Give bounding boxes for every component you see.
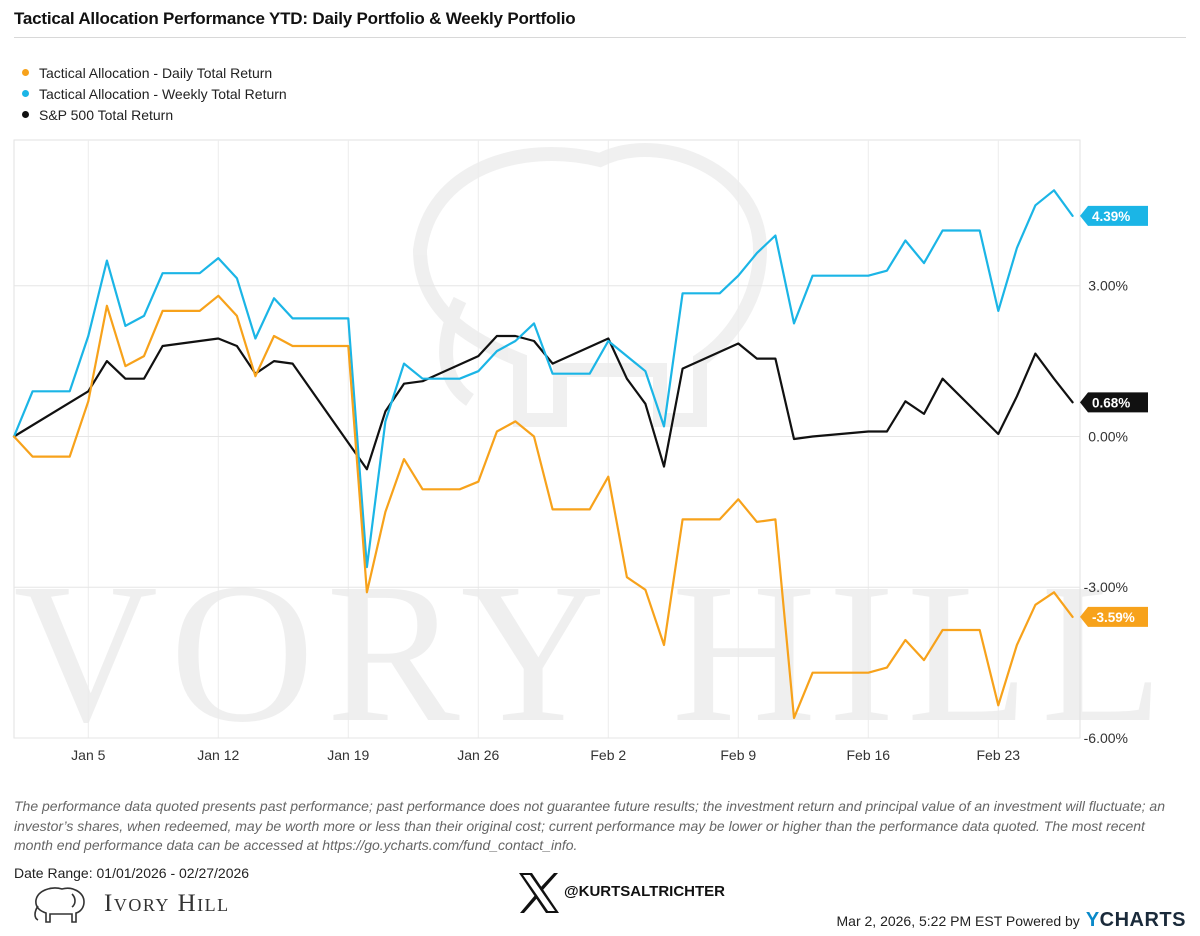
- brand-name: Ivory Hill: [104, 890, 230, 917]
- legend: Tactical Allocation - Daily Total Return…: [22, 62, 287, 125]
- svg-text:IVORY HILL: IVORY HILL: [0, 543, 1175, 764]
- legend-item-daily[interactable]: Tactical Allocation - Daily Total Return: [22, 62, 287, 83]
- x-tick-label: Feb 2: [590, 747, 626, 763]
- social-handle[interactable]: @KURTSALTRICHTER: [564, 883, 726, 900]
- legend-dot-daily: [22, 69, 29, 76]
- series-line-1: [12, 189, 1074, 569]
- x-tick-label: Jan 26: [457, 747, 499, 763]
- title-divider: [14, 37, 1186, 38]
- legend-dot-weekly: [22, 90, 29, 97]
- y-tick-label: -6.00%: [1084, 730, 1128, 746]
- end-label-sp500: 0.68%: [1092, 395, 1130, 410]
- legend-item-sp500[interactable]: S&P 500 Total Return: [22, 104, 287, 125]
- y-tick-label: -3.00%: [1084, 579, 1128, 595]
- legend-dot-sp500: [22, 111, 29, 118]
- end-label-daily: -3.59%: [1092, 610, 1135, 625]
- x-tick-label: Feb 9: [720, 747, 756, 763]
- x-tick-label: Jan 19: [327, 747, 369, 763]
- axes: Jan 5 Jan 12 Jan 19 Jan 26 Feb 2 Feb 9 Feb 16 F…: [71, 278, 1128, 763]
- footer-timestamp: Mar 2, 2026, 5:22 PM EST Powered by: [836, 912, 1080, 929]
- legend-label-weekly: Tactical Allocation - Weekly Total Retur…: [39, 85, 287, 102]
- x-tick-label: Feb 23: [976, 747, 1020, 763]
- elephant-watermark-icon: [412, 143, 768, 427]
- x-tick-label: Feb 16: [846, 747, 890, 763]
- footer-credit: Mar 2, 2026, 5:22 PM EST Powered by YCHA…: [837, 909, 1187, 932]
- line-chart[interactable]: IVORY HILL Jan 5 Jan 12 Jan 19 Jan 26 Feb 2 F…: [0, 0, 1200, 800]
- elephant-icon: [34, 887, 85, 923]
- x-tick-label: Jan 5: [71, 747, 105, 763]
- grid: [13, 139, 1081, 739]
- chart-title: Tactical Allocation Performance YTD: Dai…: [14, 9, 576, 28]
- watermark: IVORY HILL: [0, 143, 1175, 764]
- end-label-sp500-bg: [1080, 392, 1148, 413]
- y-tick-label: 0.00%: [1088, 428, 1128, 444]
- legend-label-sp500: S&P 500 Total Return: [39, 106, 174, 123]
- end-label-daily-bg: [1080, 606, 1148, 627]
- ycharts-logo[interactable]: YCHARTS: [1086, 909, 1186, 932]
- legend-item-weekly[interactable]: Tactical Allocation - Weekly Total Retur…: [22, 83, 287, 104]
- x-tick-label: Jan 12: [197, 747, 239, 763]
- end-label-weekly-bg: [1080, 205, 1148, 226]
- x-logo-icon[interactable]: [516, 870, 562, 916]
- legend-label-daily: Tactical Allocation - Daily Total Return: [39, 64, 273, 81]
- series-line-2: [12, 334, 1074, 471]
- date-range: Date Range: 01/01/2026 - 02/27/2026: [14, 865, 250, 881]
- end-labels: 4.39% 0.68% -3.59%: [1080, 205, 1148, 627]
- series-group: [12, 189, 1074, 719]
- end-label-weekly: 4.39%: [1092, 209, 1130, 224]
- ycharts-logo-y: Y: [1085, 909, 1100, 931]
- series-line-0: [12, 294, 1074, 719]
- disclaimer: The performance data quoted presents pas…: [14, 798, 1165, 853]
- ycharts-logo-rest: CHARTS: [1099, 909, 1186, 931]
- y-tick-label: 3.00%: [1088, 278, 1128, 294]
